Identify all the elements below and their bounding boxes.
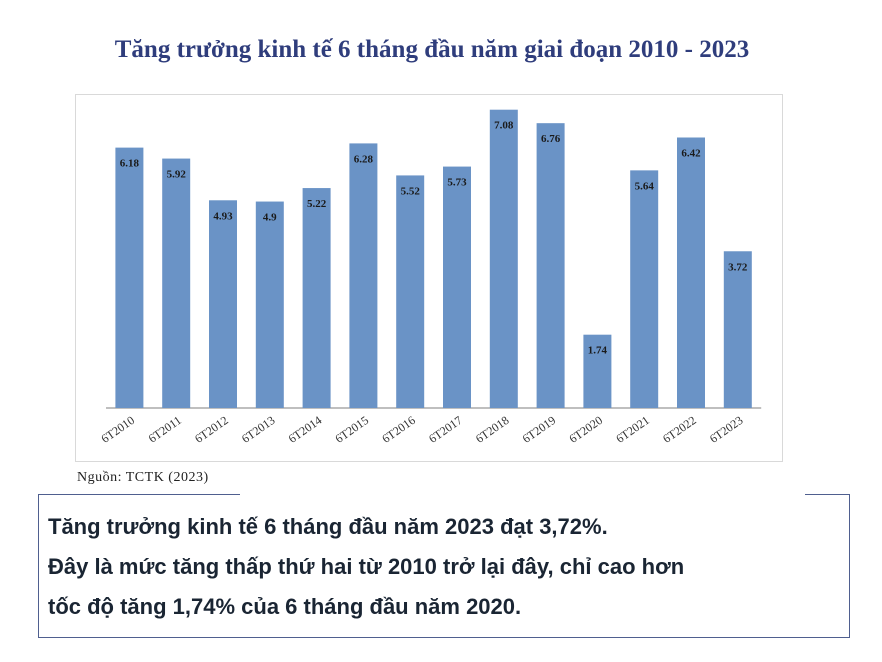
value-label-6T2013: 4.9 — [263, 212, 277, 224]
x-tick-6T2010: 6T2010 — [99, 413, 138, 446]
x-tick-6T2012: 6T2012 — [192, 413, 231, 446]
value-label-6T2012: 4.93 — [213, 210, 233, 222]
value-label-6T2015: 6.28 — [354, 153, 374, 165]
bar-6T2021 — [630, 170, 659, 408]
bar-6T2017 — [443, 166, 471, 408]
summary-line-3: tốc độ tăng 1,74% của 6 tháng đầu năm 20… — [48, 594, 522, 619]
x-tick-6T2018: 6T2018 — [473, 413, 512, 446]
x-tick-6T2023: 6T2023 — [707, 413, 746, 446]
bar-6T2020 — [583, 334, 612, 408]
x-tick-6T2014: 6T2014 — [286, 413, 325, 446]
summary-text: Tăng trưởng kinh tế 6 tháng đầu năm 2023… — [48, 507, 848, 627]
source-note: Nguồn: TCTK (2023) — [77, 470, 209, 485]
bar-chart: 6.18 6T2010 5.92 6T2011 4.93 6T2012 4.9 6T2013 5… — [99, 109, 762, 446]
value-label-6T2016: 5.52 — [401, 185, 421, 197]
summary-line-2: Đây là mức tăng thấp thứ hai từ 2010 trở… — [48, 554, 685, 579]
value-label-6T2010: 6.18 — [120, 158, 140, 170]
bar-6T2016 — [396, 175, 425, 408]
value-label-6T2020: 1.74 — [588, 345, 608, 357]
value-label-6T2011: 5.92 — [167, 169, 187, 181]
x-tick-6T2019: 6T2019 — [520, 413, 559, 446]
value-label-6T2021: 5.64 — [635, 180, 655, 192]
chart-title: Tăng trưởng kinh tế 6 tháng đầu năm giai… — [114, 36, 750, 63]
value-label-6T2023: 3.72 — [728, 261, 748, 273]
x-tick-6T2017: 6T2017 — [426, 413, 465, 446]
value-label-6T2022: 6.42 — [681, 148, 701, 160]
value-label-6T2019: 6.76 — [541, 133, 561, 145]
bar-6T2018 — [489, 109, 518, 409]
summary-line-1: Tăng trưởng kinh tế 6 tháng đầu năm 2023… — [48, 514, 608, 539]
bar-6T2022 — [677, 137, 705, 408]
bar-6T2023 — [723, 251, 752, 408]
summary-box-gap — [240, 490, 805, 498]
x-tick-6T2015: 6T2015 — [333, 413, 372, 446]
bar-6T2012 — [209, 200, 237, 408]
bar-6T2011 — [162, 158, 191, 408]
value-label-6T2018: 7.08 — [494, 120, 514, 132]
value-label-6T2017: 5.73 — [447, 177, 467, 189]
x-tick-6T2016: 6T2016 — [379, 413, 418, 446]
x-tick-6T2020: 6T2020 — [567, 413, 606, 446]
bar-6T2013 — [255, 201, 284, 408]
chart-frame — [75, 94, 783, 462]
bar-6T2010 — [115, 147, 144, 408]
x-tick-6T2013: 6T2013 — [239, 413, 278, 446]
bar-6T2019 — [536, 123, 565, 409]
x-tick-6T2022: 6T2022 — [660, 413, 699, 446]
value-label-6T2014: 5.22 — [307, 198, 327, 210]
x-tick-6T2011: 6T2011 — [146, 413, 184, 446]
bar-6T2015 — [349, 143, 378, 409]
bar-6T2014 — [302, 188, 331, 408]
x-tick-6T2021: 6T2021 — [613, 413, 652, 446]
